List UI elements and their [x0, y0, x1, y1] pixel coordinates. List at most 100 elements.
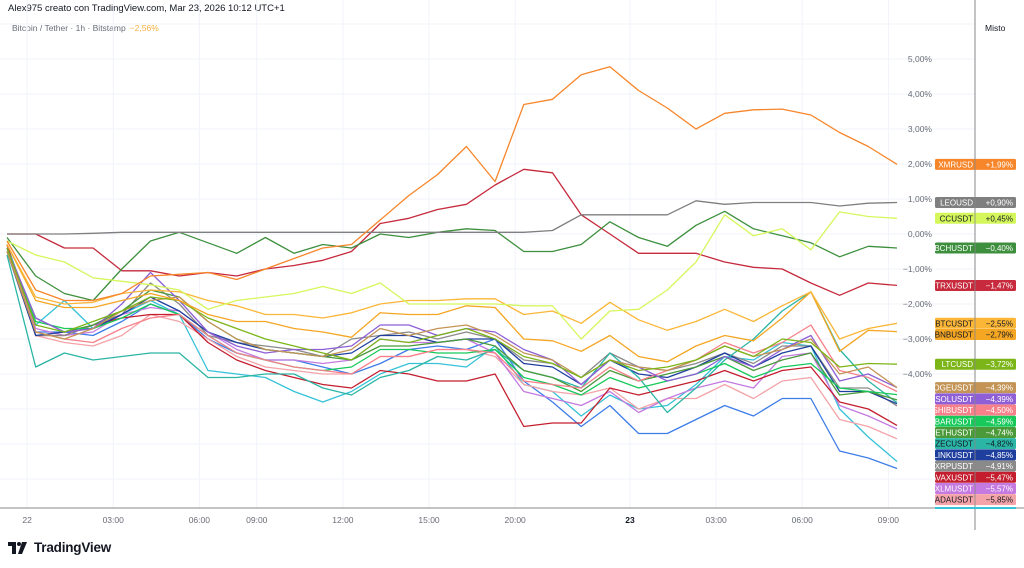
series-price-label[interactable]: SHIBUSDT −4,50% [933, 404, 1016, 416]
series-line-xrpusdt [6, 247, 898, 407]
y-tick-label: 0,00% [908, 229, 933, 239]
symbol-legend[interactable]: Bitcoin / Tether · 1h · Bitstamp −2,56% [12, 23, 159, 33]
series-line-bchusdt [6, 210, 898, 302]
y-tick-label: 5,00% [908, 54, 933, 64]
series-label-background [935, 212, 1016, 224]
series-price-label[interactable]: ETHUSDT −4,74% [935, 426, 1016, 438]
series-price-label[interactable]: LINKUSDT −4,85% [933, 449, 1016, 461]
series-label-value: −2,55% [986, 319, 1013, 328]
series-line-avaxusdt [6, 244, 898, 428]
series-label-value: −4,39% [986, 384, 1013, 393]
series-line-hbarusdt [6, 251, 898, 396]
y-tick-label: −2,00% [903, 299, 933, 309]
series-line-trxusdt [7, 168, 898, 296]
series-label-background [935, 426, 1016, 438]
series-label-background [935, 471, 1016, 483]
y-tick-label: −1,00% [903, 264, 933, 274]
tradingview-logo-icon [8, 541, 27, 554]
series-price-label[interactable]: XLMUSDT −5,57% [935, 482, 1016, 494]
series-line-zecusdt [6, 254, 898, 414]
series-price-label[interactable]: TRXUSDT −1,47% [935, 279, 1016, 291]
series-label-value: −2,79% [986, 330, 1013, 339]
series-label-name: BNBUSDT [935, 330, 973, 339]
series-label-value: −5,57% [986, 484, 1013, 493]
symbol-description: Bitcoin / Tether · 1h · Bitstamp [12, 23, 126, 33]
series-label-name: BTCUSDT [935, 319, 973, 328]
series-label-background [935, 358, 1016, 370]
series-label-value: +1,99% [986, 160, 1013, 169]
series-price-label[interactable]: BCHUSDT −0,40% [934, 242, 1016, 254]
x-tick-label: 20:00 [505, 515, 527, 525]
x-tick-label: 06:00 [792, 515, 814, 525]
series-line-bnbusdt [6, 244, 898, 363]
series-label-background [935, 404, 1016, 416]
series-label-name: ZECUSDT [935, 440, 973, 449]
hidden-series-label-edge [935, 507, 1016, 509]
series-line-ltcusd [6, 247, 898, 379]
series-label-background [935, 317, 1016, 329]
series-label-name: BCHUSDT [934, 244, 973, 253]
y-tick-label: 1,00% [908, 194, 933, 204]
series-label-background [935, 197, 1016, 208]
series-label-background [935, 279, 1016, 291]
series-price-label[interactable]: CCUSDT +0,45% [935, 212, 1016, 224]
series-label-value: −3,72% [986, 360, 1013, 369]
series-label-name: XLMUSDT [935, 484, 973, 493]
series-label-name: CCUSDT [940, 214, 973, 223]
series-label-name: TRXUSDT [935, 281, 973, 290]
x-tick-label: 03:00 [705, 515, 727, 525]
series-label-value: +0,45% [986, 214, 1013, 223]
series-label-value: +0,90% [986, 199, 1013, 208]
x-tick-label: 15:00 [418, 515, 440, 525]
tradingview-logo: TradingView [8, 540, 111, 555]
series-label-name: DOGEUSDT [928, 384, 973, 393]
logo-text: TradingView [34, 540, 112, 555]
series-price-label[interactable]: HBARUSDT −4,59% [929, 415, 1016, 427]
series-label-name: SHIBUSDT [933, 406, 974, 415]
series-price-label[interactable]: ADAUSDT −5,85% [935, 494, 1016, 506]
series-line-ccusdt [6, 211, 898, 340]
y-tick-label: −4,00% [903, 369, 933, 379]
series-label-background [935, 328, 1016, 340]
series-label-name: LINKUSDT [933, 451, 973, 460]
series-price-label[interactable]: BNBUSDT −2,79% [935, 328, 1016, 340]
y-tick-label: 2,00% [908, 159, 933, 169]
series-price-label[interactable]: AVAXUSDT −5,47% [931, 471, 1016, 483]
series-label-background [935, 438, 1016, 450]
series-price-label[interactable]: LEOUSD +0,90% [935, 197, 1016, 208]
series-label-value: −4,39% [986, 395, 1013, 404]
series-label-background [935, 158, 1016, 170]
series-price-label[interactable]: LTCUSD −3,72% [935, 358, 1016, 370]
series-price-label[interactable]: BTCUSDT −2,55% [935, 317, 1016, 329]
series-label-name: SOLUSDT [935, 395, 973, 404]
series-price-label[interactable]: DOGEUSDT −4,39% [928, 382, 1016, 394]
series-label-name: LEOUSD [940, 199, 973, 208]
series-label-background [935, 415, 1016, 427]
x-tick-label: 03:00 [103, 515, 125, 525]
series-line-ethusdt [6, 247, 898, 401]
x-tick-label: 22 [22, 515, 32, 525]
series-line-leousd [7, 200, 898, 235]
series-price-label[interactable]: XMRUSD +1,99% [935, 158, 1016, 170]
series-label-name: LTCUSD [942, 360, 974, 369]
series-label-background [935, 382, 1016, 394]
series-label-name: ADAUSDT [935, 496, 973, 505]
series-label-background [935, 449, 1016, 461]
y-tick-label: 4,00% [908, 89, 933, 99]
series-price-label[interactable]: SOLUSDT −4,39% [935, 393, 1016, 405]
series-label-background [935, 494, 1016, 506]
series-label-background [935, 460, 1016, 472]
series-label-value: −4,91% [986, 462, 1013, 471]
x-tick-label: 09:00 [878, 515, 900, 525]
series-label-name: XRPUSDT [935, 462, 973, 471]
series-label-name: XMRUSD [938, 160, 973, 169]
series-label-name: ETHUSDT [935, 428, 973, 437]
x-tick-label: 12:00 [332, 515, 354, 525]
series-price-label[interactable]: ZECUSDT −4,82% [935, 438, 1016, 450]
series-label-value: −5,47% [986, 473, 1013, 482]
scale-mode-label[interactable]: Misto [985, 23, 1006, 33]
series-price-label[interactable]: XRPUSDT −4,91% [935, 460, 1016, 472]
x-tick-label: 06:00 [189, 515, 211, 525]
y-tick-label: −3,00% [903, 334, 933, 344]
